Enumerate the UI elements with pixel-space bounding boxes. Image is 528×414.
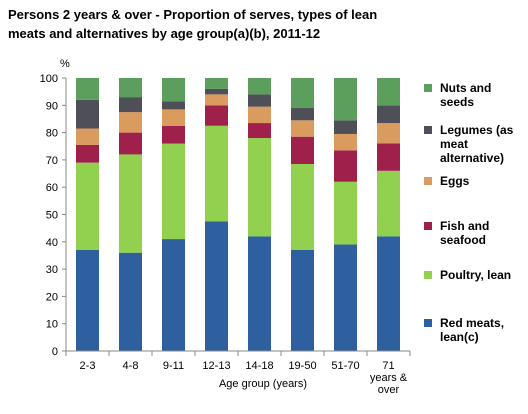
bar-segment xyxy=(248,94,271,107)
chart-title-line-2: meats and alternatives by age group(a)(b… xyxy=(8,26,320,41)
bar-segment xyxy=(377,123,400,144)
legend-swatch xyxy=(424,319,432,327)
x-tick-label: 4-8 xyxy=(123,360,139,372)
x-tick-label: 2-3 xyxy=(80,360,96,372)
x-tick-label: 9-11 xyxy=(163,360,184,372)
bar-segment xyxy=(334,244,357,351)
y-tick-label: 50 xyxy=(46,210,58,222)
bar-segment xyxy=(76,249,99,351)
bar-segment xyxy=(162,101,185,110)
bar-segment xyxy=(205,221,228,351)
bar-segment xyxy=(248,138,271,237)
bar-segment xyxy=(248,236,271,351)
y-axis-ticks: 0 10 20 30 40 50 60 70 80 90 100 xyxy=(40,73,66,358)
y-axis-unit-label: % xyxy=(60,58,70,70)
bar-segment xyxy=(334,181,357,245)
bar-segment xyxy=(205,125,228,222)
x-tick-label: 51-70 xyxy=(331,360,359,372)
y-tick-label: 90 xyxy=(46,100,58,112)
bar-segment xyxy=(334,133,357,151)
y-tick-label: 40 xyxy=(46,237,58,249)
bar-segment xyxy=(291,78,314,109)
bar-segment xyxy=(205,94,228,106)
bar-segment xyxy=(162,109,185,126)
bar-segment xyxy=(76,99,99,129)
y-tick-label: 70 xyxy=(46,155,58,167)
bar-segment xyxy=(162,143,185,240)
y-tick-label: 10 xyxy=(46,319,58,331)
y-tick-label: 30 xyxy=(46,264,58,276)
bar-segment xyxy=(205,78,228,89)
legend-label: Eggs xyxy=(440,174,470,188)
legend-label: Red meats, lean(c) xyxy=(440,316,504,344)
x-tick-label: 12-13 xyxy=(202,360,230,372)
bar-segment xyxy=(291,136,314,164)
y-tick-label: 100 xyxy=(40,73,58,85)
legend-swatch xyxy=(424,126,432,134)
bar-segment xyxy=(162,239,185,351)
bar-segment xyxy=(76,128,99,145)
y-tick-label: 0 xyxy=(52,346,58,358)
legend-swatch xyxy=(424,177,432,185)
x-tick-label: 14-18 xyxy=(245,360,273,372)
chart-title-line-1: Persons 2 years & over - Proportion of s… xyxy=(8,7,377,22)
bar-segment xyxy=(248,78,271,95)
legend: Nuts and seeds Legumes (as meat alternative)… xyxy=(424,81,514,344)
legend-label: Fish and seafood xyxy=(440,219,489,247)
x-tick-label: 71 years & over xyxy=(370,360,408,396)
bar-segment xyxy=(291,120,314,137)
bars-group xyxy=(76,78,400,351)
bar-segment xyxy=(205,88,228,95)
bar-segment xyxy=(119,97,142,113)
bar-segment xyxy=(377,143,400,171)
x-axis-ticks: 2-3 4-8 9-11 12-13 14-18 19-50 51-70 71 years & o… xyxy=(65,351,411,396)
bar-segment xyxy=(377,236,400,351)
x-tick-label: 19-50 xyxy=(288,360,316,372)
bar-segment xyxy=(377,170,400,237)
legend-label: Legumes (as meat alternative) xyxy=(440,123,514,165)
y-tick-label: 60 xyxy=(46,182,58,194)
bar-segment xyxy=(334,120,357,134)
bar-segment xyxy=(76,144,99,163)
legend-swatch xyxy=(424,271,432,279)
bar-segment xyxy=(248,123,271,139)
bar-segment xyxy=(377,78,400,106)
bar-segment xyxy=(76,162,99,250)
bar-segment xyxy=(248,106,271,124)
bar-segment xyxy=(119,132,142,155)
y-tick-label: 20 xyxy=(46,291,58,303)
bar-segment xyxy=(76,78,99,100)
legend-label: Poultry, lean xyxy=(440,268,511,282)
bar-segment xyxy=(334,78,357,121)
legend-swatch xyxy=(424,222,432,230)
bar-segment xyxy=(291,163,314,250)
y-tick-label: 80 xyxy=(46,128,58,140)
bar-segment xyxy=(119,78,142,98)
bar-segment xyxy=(119,252,142,351)
legend-label: Nuts and seeds xyxy=(440,81,491,109)
bar-segment xyxy=(119,112,142,133)
bar-segment xyxy=(291,108,314,121)
bar-segment xyxy=(162,78,185,102)
bar-segment xyxy=(162,125,185,144)
bar-segment xyxy=(377,105,400,124)
bar-segment xyxy=(205,105,228,126)
bar-segment xyxy=(291,249,314,351)
bar-segment xyxy=(334,150,357,182)
bar-segment xyxy=(119,154,142,253)
legend-swatch xyxy=(424,84,432,92)
x-axis-title: Age group (years) xyxy=(219,378,307,390)
